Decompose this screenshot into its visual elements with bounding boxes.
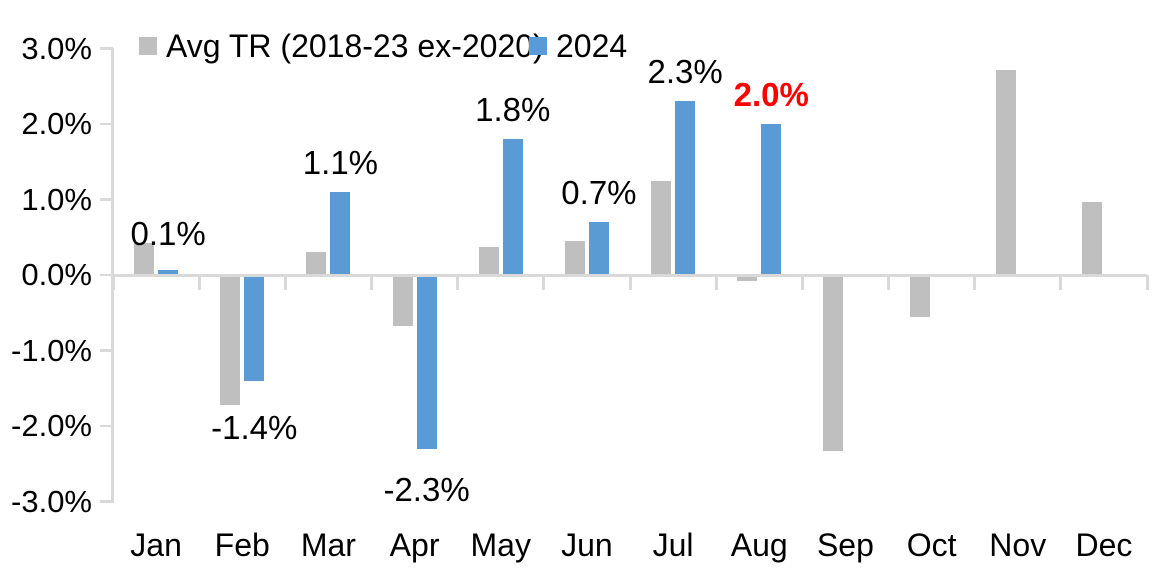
x-tick-label-sep: Sep [816,527,874,563]
data-label-jan: 0.1% [130,214,206,252]
x-tick-label-apr: Apr [389,527,440,563]
x-axis-tick [1145,275,1149,290]
x-axis-tick [1059,275,1063,290]
data-label-feb: -1.4% [211,408,298,446]
x-axis-tick [370,275,373,290]
x-axis-tick [887,275,890,290]
x-tick-label-nov: Nov [989,527,1047,563]
y-axis-tick [100,273,113,277]
legend-label-avg-tr: Avg TR (2018-23 ex-2020) [166,27,544,64]
x-axis-tick [800,275,804,290]
data-label-apr: -2.3% [383,470,470,508]
x-axis-tick [197,275,201,290]
data-label-mar: 1.1% [302,143,379,181]
bar-2024-aug [761,124,782,275]
legend-item-avg-tr: Avg TR (2018-23 ex-2020) [139,27,544,65]
bar-2024-jan [158,270,179,275]
y-tick-label: 0.0% [21,257,92,292]
x-axis-tick [714,275,718,290]
avg-tr-bar-jul [651,180,672,275]
bar-2024-feb [244,275,265,381]
avg-tr-bar-sep [823,275,844,451]
avg-tr-bar-jan [134,242,155,275]
y-axis-tick [100,198,113,201]
x-tick-label-may: May [470,527,531,563]
y-tick-label: -2.0% [11,408,92,443]
x-tick-label-aug: Aug [730,527,788,563]
x-tick-label-jan: Jan [130,527,182,563]
avg-tr-bar-feb [220,275,241,405]
y-tick-label: 3.0% [21,30,92,66]
bar-2024-mar [330,191,351,275]
x-axis-tick [973,275,977,290]
x-axis-tick [283,275,287,290]
avg-tr-bar-oct [909,275,930,317]
y-tick-label: -1.0% [11,332,92,368]
y-axis-tick [100,47,113,50]
x-axis-tick [542,275,546,290]
bar-2024-apr [416,275,437,449]
y-tick-label: 2.0% [21,106,92,141]
data-label-may: 1.8% [475,91,551,129]
y-axis-tick [100,349,113,352]
y-axis-tick [100,424,113,428]
x-tick-label-dec: Dec [1075,527,1133,563]
legend-swatch-2024 [529,37,547,55]
y-tick-label: 1.0% [21,181,92,217]
legend-item-2024: 2024 [529,27,627,65]
x-tick-label-feb: Feb [214,527,270,563]
x-tick-label-oct: Oct [906,527,957,563]
bar-2024-may [502,139,523,275]
data-label-aug: 2.0% [733,76,809,113]
x-axis-tick [456,275,460,290]
x-tick-label-jul: Jul [652,527,694,563]
legend-label-2024: 2024 [556,27,628,64]
legend-swatch-avg-tr [139,37,157,55]
bar-2024-jun [588,222,609,275]
avg-tr-bar-may [478,247,499,275]
chart-legend: Avg TR (2018-23 ex-2020) 2024 [0,27,1152,65]
data-label-jun: 0.7% [561,174,637,212]
avg-tr-bar-mar [306,251,327,275]
x-tick-label-mar: Mar [300,527,356,563]
avg-tr-bar-nov [995,69,1016,275]
avg-tr-bar-aug [737,275,758,282]
y-axis-tick [100,122,113,126]
y-tick-label: -3.0% [11,483,92,519]
x-tick-label-jun: Jun [561,527,613,563]
bar-2024-jul [675,101,696,275]
data-label-jul: 2.3% [647,53,723,91]
x-axis-tick [628,275,632,290]
avg-tr-bar-jun [564,241,585,275]
avg-tr-bar-apr [392,275,413,326]
avg-tr-bar-dec [1081,201,1102,275]
x-axis-tick [111,275,115,290]
y-axis-tick [100,500,113,503]
